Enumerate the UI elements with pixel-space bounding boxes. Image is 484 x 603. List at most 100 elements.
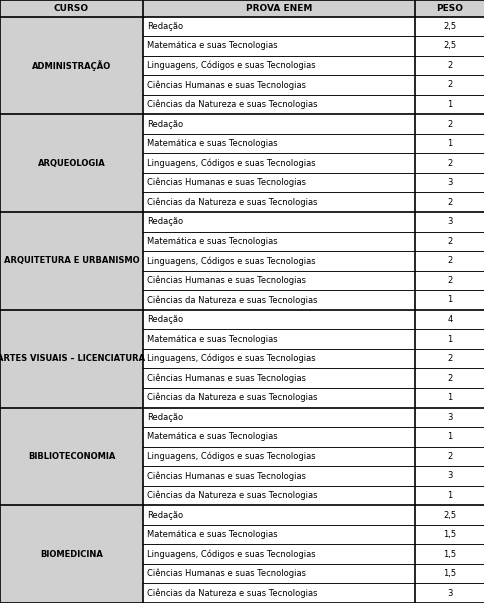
Text: Ciências Humanas e suas Tecnologias: Ciências Humanas e suas Tecnologias	[147, 276, 305, 285]
Text: 3: 3	[446, 472, 452, 481]
Text: 2,5: 2,5	[442, 42, 455, 50]
Bar	[414, 16, 484, 36]
Text: BIBLIOTECONOMIA: BIBLIOTECONOMIA	[28, 452, 115, 461]
Bar	[143, 310, 414, 329]
Bar	[414, 368, 484, 388]
Bar	[414, 114, 484, 134]
Text: ADMINISTRAÇÃO: ADMINISTRAÇÃO	[32, 60, 111, 71]
Bar	[414, 192, 484, 212]
Text: 2: 2	[446, 159, 452, 168]
Bar	[143, 153, 414, 173]
Text: 2: 2	[446, 237, 452, 246]
Bar	[414, 329, 484, 349]
Text: Matemática e suas Tecnologias: Matemática e suas Tecnologias	[147, 42, 277, 50]
Bar	[414, 0, 484, 16]
Text: Ciências da Natureza e suas Tecnologias: Ciências da Natureza e suas Tecnologias	[147, 99, 317, 109]
Text: Linguagens, Códigos e suas Tecnologias: Linguagens, Códigos e suas Tecnologias	[147, 354, 315, 364]
Text: Redação: Redação	[147, 511, 182, 520]
Bar	[414, 447, 484, 466]
Bar	[414, 427, 484, 447]
Text: Ciências Humanas e suas Tecnologias: Ciências Humanas e suas Tecnologias	[147, 80, 305, 90]
Bar	[414, 310, 484, 329]
Text: Ciências da Natureza e suas Tecnologias: Ciências da Natureza e suas Tecnologias	[147, 491, 317, 500]
Bar	[143, 232, 414, 251]
Bar	[143, 114, 414, 134]
Text: 1,5: 1,5	[442, 569, 455, 578]
Bar	[414, 388, 484, 408]
Bar	[143, 466, 414, 485]
Bar	[0, 0, 143, 16]
Bar	[414, 525, 484, 545]
Bar	[414, 95, 484, 114]
Text: Ciências da Natureza e suas Tecnologias: Ciências da Natureza e suas Tecnologias	[147, 393, 317, 402]
Bar	[143, 564, 414, 584]
Text: Ciências Humanas e suas Tecnologias: Ciências Humanas e suas Tecnologias	[147, 471, 305, 481]
Bar	[143, 427, 414, 447]
Bar	[0, 114, 143, 212]
Text: 3: 3	[446, 413, 452, 421]
Text: Ciências da Natureza e suas Tecnologias: Ciências da Natureza e suas Tecnologias	[147, 197, 317, 207]
Text: Matemática e suas Tecnologias: Matemática e suas Tecnologias	[147, 335, 277, 344]
Text: 1: 1	[446, 491, 452, 500]
Bar	[143, 55, 414, 75]
Text: Ciências Humanas e suas Tecnologias: Ciências Humanas e suas Tecnologias	[147, 178, 305, 188]
Bar	[143, 388, 414, 408]
Text: 2: 2	[446, 80, 452, 89]
Bar	[414, 564, 484, 584]
Text: 3: 3	[446, 589, 452, 598]
Text: 2: 2	[446, 354, 452, 363]
Text: Linguagens, Códigos e suas Tecnologias: Linguagens, Códigos e suas Tecnologias	[147, 61, 315, 70]
Bar	[414, 349, 484, 368]
Bar	[414, 545, 484, 564]
Bar	[143, 173, 414, 192]
Text: Ciências Humanas e suas Tecnologias: Ciências Humanas e suas Tecnologias	[147, 373, 305, 383]
Bar	[143, 75, 414, 95]
Bar	[414, 584, 484, 603]
Bar	[143, 545, 414, 564]
Text: PESO: PESO	[436, 4, 462, 13]
Text: 2: 2	[446, 61, 452, 70]
Bar	[143, 271, 414, 290]
Bar	[0, 408, 143, 505]
Bar	[143, 134, 414, 153]
Text: 1: 1	[446, 393, 452, 402]
Bar	[143, 505, 414, 525]
Bar	[143, 485, 414, 505]
Text: ARQUITETURA E URBANISMO: ARQUITETURA E URBANISMO	[4, 256, 139, 265]
Bar	[414, 134, 484, 153]
Text: Redação: Redação	[147, 413, 182, 421]
Text: 2,5: 2,5	[442, 511, 455, 520]
Text: ARTES VISUAIS – LICENCIATURA: ARTES VISUAIS – LICENCIATURA	[0, 354, 145, 363]
Text: Linguagens, Códigos e suas Tecnologias: Linguagens, Códigos e suas Tecnologias	[147, 452, 315, 461]
Text: 2: 2	[446, 276, 452, 285]
Bar	[414, 485, 484, 505]
Text: Ciências Humanas e suas Tecnologias: Ciências Humanas e suas Tecnologias	[147, 569, 305, 578]
Bar	[414, 153, 484, 173]
Text: 2: 2	[446, 198, 452, 207]
Bar	[143, 212, 414, 232]
Text: BIOMEDICINA: BIOMEDICINA	[40, 549, 103, 558]
Bar	[0, 16, 143, 114]
Text: Matemática e suas Tecnologias: Matemática e suas Tecnologias	[147, 139, 277, 148]
Bar	[143, 95, 414, 114]
Bar	[414, 75, 484, 95]
Text: 2: 2	[446, 256, 452, 265]
Bar	[143, 36, 414, 55]
Text: PROVA ENEM: PROVA ENEM	[245, 4, 311, 13]
Bar	[143, 0, 414, 16]
Bar	[143, 16, 414, 36]
Text: 3: 3	[446, 217, 452, 226]
Text: 2: 2	[446, 119, 452, 128]
Text: 1,5: 1,5	[442, 530, 455, 539]
Bar	[143, 525, 414, 545]
Bar	[143, 251, 414, 271]
Text: 1: 1	[446, 335, 452, 344]
Bar	[414, 408, 484, 427]
Text: Matemática e suas Tecnologias: Matemática e suas Tecnologias	[147, 432, 277, 441]
Text: Redação: Redação	[147, 217, 182, 226]
Bar	[143, 349, 414, 368]
Bar	[414, 251, 484, 271]
Bar	[0, 212, 143, 310]
Text: Redação: Redação	[147, 119, 182, 128]
Bar	[0, 505, 143, 603]
